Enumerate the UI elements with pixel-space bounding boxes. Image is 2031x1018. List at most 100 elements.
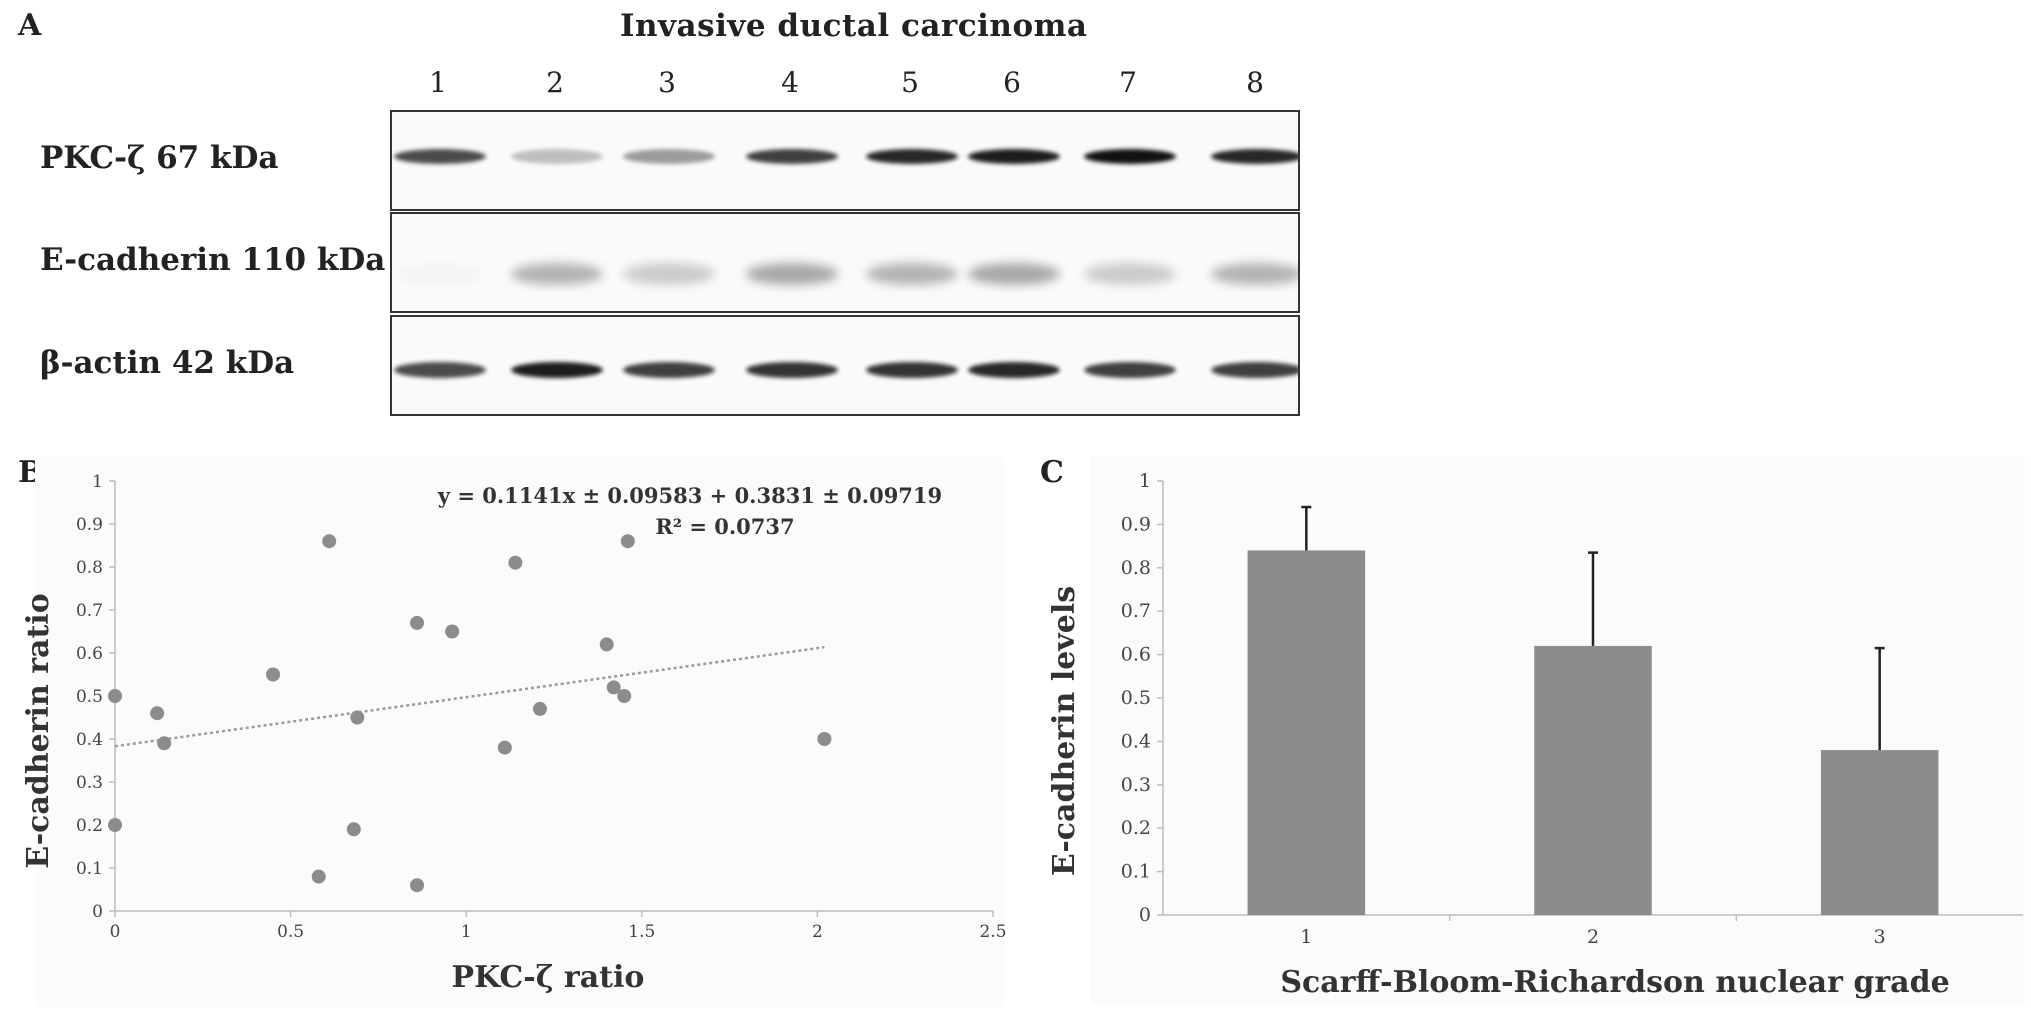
scatter-point xyxy=(599,637,614,652)
bar-y-tick-label: 0.6 xyxy=(1121,644,1151,666)
scatter-y-tick-label: 0.2 xyxy=(76,816,103,836)
scatter-point xyxy=(157,736,172,751)
blot-title: Invasive ductal carcinoma xyxy=(620,8,1088,44)
scatter-y-tick-label: 0.3 xyxy=(76,773,103,793)
blot-row-label: E-cadherin 110 kDa xyxy=(40,242,386,278)
lane-number-6: 6 xyxy=(1003,66,1021,99)
blot-band xyxy=(511,362,603,379)
scatter-y-tick-label: 0.5 xyxy=(76,687,103,707)
blot-band xyxy=(623,362,715,379)
scatter-points xyxy=(108,534,832,893)
lane-number-8: 8 xyxy=(1246,66,1264,99)
blot-band xyxy=(866,263,958,286)
bar xyxy=(1534,645,1652,915)
scatter-x-tick-label: 2.5 xyxy=(979,922,1006,942)
scatter-point xyxy=(346,822,361,837)
scatter-y-axis-label: E-cadherin ratio xyxy=(21,593,56,868)
lane-number-1: 1 xyxy=(429,66,447,99)
scatter-point xyxy=(532,701,547,716)
lane-number-5: 5 xyxy=(901,66,919,99)
scatter-point xyxy=(108,818,122,832)
lane-number-7: 7 xyxy=(1119,66,1137,99)
scatter-x-tick-label: 2 xyxy=(812,922,823,942)
bar xyxy=(1247,550,1366,915)
blot-strip xyxy=(390,110,1300,211)
blot-band xyxy=(1211,149,1298,165)
bar-x-tick-label: 2 xyxy=(1587,926,1599,948)
lane-number-4: 4 xyxy=(781,66,799,99)
blot-band xyxy=(1084,263,1176,286)
r-squared-label: R² = 0.0737 xyxy=(655,514,794,539)
blot-band xyxy=(511,263,603,286)
blot-band xyxy=(623,263,715,286)
scatter-plot: 0 0.1 0.2 0.3 0.4 0.5 0.6 0.7 0.8 0.9 1 0 0.5 1 1.5 2 2.… xyxy=(21,457,1007,1007)
blot-band xyxy=(1084,149,1176,165)
bar-y-tick-label: 0.2 xyxy=(1121,817,1151,839)
scatter-y-tick-label: 1 xyxy=(92,472,103,492)
blot-band xyxy=(968,362,1060,379)
scatter-y-tick-label: 0.8 xyxy=(76,558,103,578)
scatter-y-tick-label: 0.9 xyxy=(76,515,103,535)
scatter-point xyxy=(606,680,621,695)
bar-y-tick-label: 0.4 xyxy=(1121,730,1151,752)
blot-band xyxy=(866,362,958,379)
blot-band xyxy=(394,263,486,285)
bar-x-tick-label: 3 xyxy=(1874,926,1886,948)
bar-y-tick-label: 0 xyxy=(1139,904,1151,926)
scatter-point xyxy=(266,667,281,682)
panel-label-a: A xyxy=(18,8,42,43)
bar-chart-x-axis-label: Scarff-Bloom-Richardson nuclear grade xyxy=(1280,965,1949,1000)
scatter-point xyxy=(508,555,523,570)
scatter-y-tick-label: 0 xyxy=(92,902,103,922)
blot-band xyxy=(746,149,838,165)
bar-y-tick-label: 0.7 xyxy=(1121,600,1151,622)
blot-row-label: PKC-ζ 67 kDa xyxy=(40,140,279,176)
bar xyxy=(1820,750,1939,915)
blot-band xyxy=(1211,263,1298,286)
scatter-point xyxy=(410,878,425,893)
bar-chart-bars xyxy=(1247,505,1939,915)
blot-row-label: β-actin 42 kDa xyxy=(40,345,295,381)
scatter-axes: 0 0.1 0.2 0.3 0.4 0.5 0.6 0.7 0.8 0.9 1 0 0.5 1 1.5 2 2.… xyxy=(76,472,1007,942)
scatter-x-tick-label: 1.5 xyxy=(628,922,655,942)
blot-band xyxy=(623,149,715,165)
scatter-point xyxy=(817,732,832,746)
scatter-x-tick-label: 1 xyxy=(461,922,472,942)
scatter-point xyxy=(322,534,337,549)
bar-y-tick-label: 0.1 xyxy=(1121,861,1151,883)
bar-x-tick-label: 1 xyxy=(1300,926,1312,948)
blot-band xyxy=(968,263,1060,286)
lane-number-2: 2 xyxy=(546,66,564,99)
bar-y-tick-label: 0.9 xyxy=(1121,513,1151,535)
bar-chart: 0 0.1 0.2 0.3 0.4 0.5 0.6 0.7 0.8 0.9 1 1 2 3 Scarff-… xyxy=(1047,457,2025,1005)
bar-y-tick-label: 0.5 xyxy=(1121,687,1151,709)
regression-equation: y = 0.1141x ± 0.09583 + 0.3831 ± 0.09719 xyxy=(437,483,942,508)
scatter-y-tick-label: 0.6 xyxy=(76,644,103,664)
blot-band xyxy=(746,362,838,379)
scatter-point xyxy=(410,615,425,630)
scatter-point xyxy=(620,534,635,549)
scatter-point xyxy=(311,869,326,884)
blot-strip xyxy=(390,315,1300,416)
scatter-y-tick-label: 0.4 xyxy=(76,730,103,750)
trendline xyxy=(114,645,825,748)
scatter-y-tick-label: 0.1 xyxy=(76,859,103,879)
scatter-point xyxy=(350,710,365,725)
scatter-background xyxy=(35,457,1005,1007)
scatter-point xyxy=(108,689,122,703)
scatter-trendline xyxy=(114,645,825,748)
blot-band xyxy=(1211,362,1298,379)
scatter-x-tick-label: 0 xyxy=(110,922,121,942)
blot-band xyxy=(1084,362,1176,379)
bar-y-tick-label: 1 xyxy=(1139,470,1151,492)
panel-label-c: C xyxy=(1040,455,1064,490)
scatter-point xyxy=(497,740,512,755)
blot-band xyxy=(746,263,838,286)
blot-band xyxy=(866,149,958,165)
scatter-x-axis-label: PKC-ζ ratio xyxy=(452,960,645,995)
scatter-point xyxy=(617,689,632,703)
blot-band xyxy=(511,149,603,165)
bar-chart-y-axis-label: E-cadherin levels xyxy=(1047,586,1082,876)
scatter-y-tick-label: 0.7 xyxy=(76,601,103,621)
blot-band xyxy=(394,149,486,165)
